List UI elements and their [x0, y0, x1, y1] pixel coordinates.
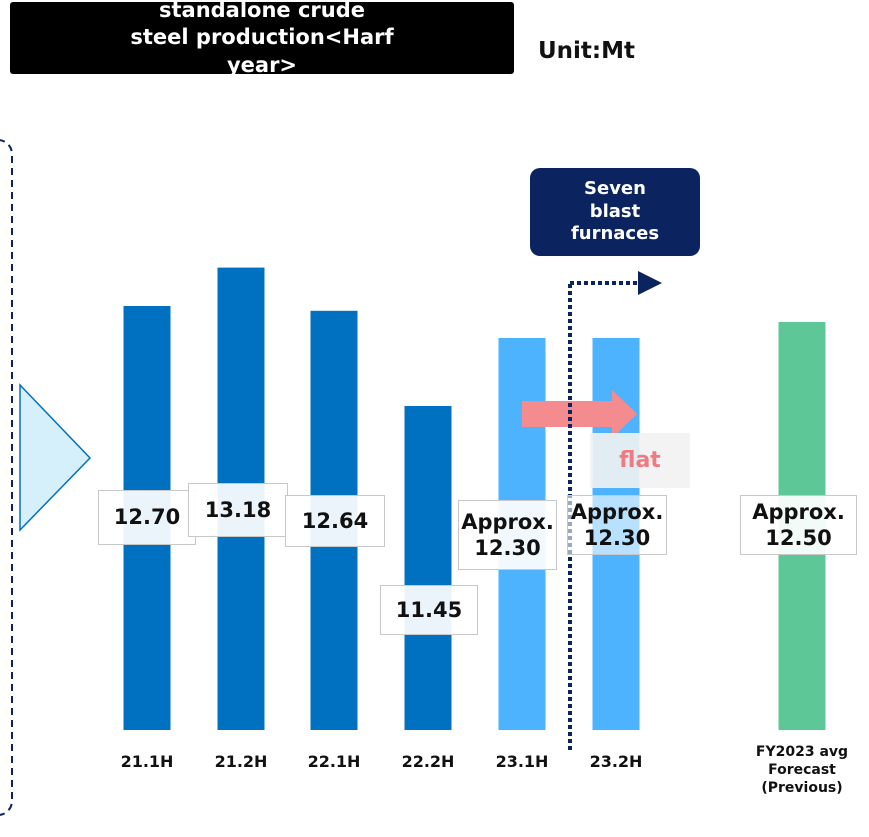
- unit: Unit:Mt: [538, 38, 636, 64]
- value-label: 11.45: [380, 585, 478, 635]
- value-label: Approx. 12.30: [567, 495, 667, 555]
- side-arrow: [19, 383, 92, 532]
- x-tick-label: 22.2H: [401, 752, 455, 771]
- value-label: 12.70: [98, 490, 196, 545]
- side-frame: [0, 139, 13, 816]
- x-tick-label: 23.2H: [589, 752, 643, 771]
- flat-arrow-head: [612, 390, 637, 438]
- value-label: Approx. 12.50: [740, 495, 857, 555]
- x-tick-label: 23.1H: [495, 752, 549, 771]
- x-tick-label: 21.1H: [120, 752, 174, 771]
- x-tick-label: 21.2H: [214, 752, 268, 771]
- value-label: 12.64: [285, 495, 385, 547]
- flat-arrow: [522, 401, 612, 427]
- x-tick-label: FY2023 avg Forecast (Previous): [755, 744, 849, 797]
- x-tick-label: 22.1H: [307, 752, 361, 771]
- value-label: Approx. 12.30: [458, 500, 557, 570]
- title: standalone crude steel production<Harf y…: [10, 0, 514, 77]
- bar: [404, 406, 452, 730]
- value-label: 13.18: [188, 483, 288, 537]
- annotation: flat: [590, 433, 690, 488]
- divider-arrow: [638, 271, 662, 295]
- annotation: Seven blast furnaces: [530, 168, 700, 256]
